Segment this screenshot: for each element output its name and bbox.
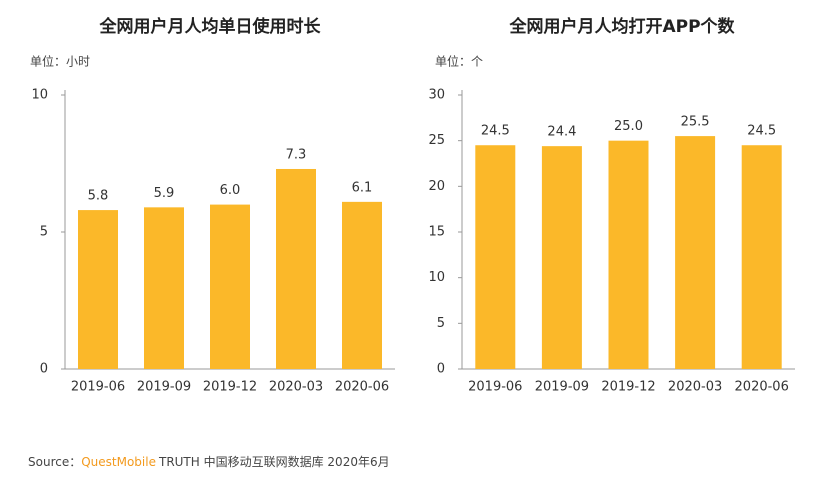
y-tick-label: 10 bbox=[31, 88, 48, 103]
chart-title: 全网用户月人均单日使用时长 bbox=[99, 16, 322, 37]
bar bbox=[475, 145, 516, 369]
value-label: 5.8 bbox=[88, 189, 109, 204]
y-axis-label: 单位：个 bbox=[435, 54, 483, 69]
y-tick-label: 30 bbox=[428, 88, 445, 103]
x-tick-label: 2019-09 bbox=[535, 380, 589, 395]
x-tick-label: 2019-12 bbox=[601, 380, 655, 395]
x-tick-label: 2019-09 bbox=[137, 380, 191, 395]
x-tick-label: 2019-06 bbox=[71, 380, 125, 395]
bar bbox=[675, 136, 716, 369]
y-tick-label: 15 bbox=[428, 225, 445, 240]
x-tick-label: 2020-06 bbox=[335, 380, 389, 395]
y-tick-label: 10 bbox=[428, 270, 445, 285]
source: Source：QuestMobile TRUTH 中国移动互联网数据库 2020年… bbox=[28, 454, 390, 469]
bar bbox=[342, 201, 382, 369]
value-label: 6.0 bbox=[220, 183, 241, 198]
y-tick-label: 0 bbox=[437, 362, 445, 377]
y-tick-label: 20 bbox=[428, 179, 445, 194]
value-label: 24.5 bbox=[747, 124, 776, 139]
value-label: 24.4 bbox=[547, 125, 576, 140]
bar bbox=[210, 204, 250, 369]
value-label: 25.5 bbox=[681, 115, 710, 130]
source-brand: QuestMobile bbox=[81, 455, 156, 469]
source-label: Source： bbox=[28, 455, 81, 469]
bar bbox=[78, 210, 118, 369]
value-label: 7.3 bbox=[286, 147, 307, 162]
y-axis-label: 单位：小时 bbox=[30, 54, 90, 69]
x-tick-label: 2020-06 bbox=[735, 380, 789, 395]
bar bbox=[144, 207, 184, 369]
x-tick-label: 2020-03 bbox=[269, 380, 323, 395]
x-tick-label: 2019-12 bbox=[203, 380, 257, 395]
x-tick-label: 2020-03 bbox=[668, 380, 722, 395]
value-label: 24.5 bbox=[481, 124, 510, 139]
bar bbox=[741, 145, 782, 369]
x-tick-label: 2019-06 bbox=[468, 380, 522, 395]
bar bbox=[541, 146, 582, 369]
value-label: 5.9 bbox=[154, 186, 175, 201]
y-tick-label: 25 bbox=[428, 133, 445, 148]
bar bbox=[276, 168, 316, 369]
chart-title: 全网用户月人均打开APP个数 bbox=[508, 16, 735, 37]
value-label: 6.1 bbox=[352, 180, 373, 195]
source-text: TRUTH 中国移动互联网数据库 2020年6月 bbox=[158, 454, 390, 469]
y-tick-label: 5 bbox=[437, 316, 445, 331]
y-tick-label: 0 bbox=[40, 362, 48, 377]
bar bbox=[608, 140, 649, 369]
value-label: 25.0 bbox=[614, 119, 643, 134]
y-tick-label: 5 bbox=[40, 225, 48, 240]
